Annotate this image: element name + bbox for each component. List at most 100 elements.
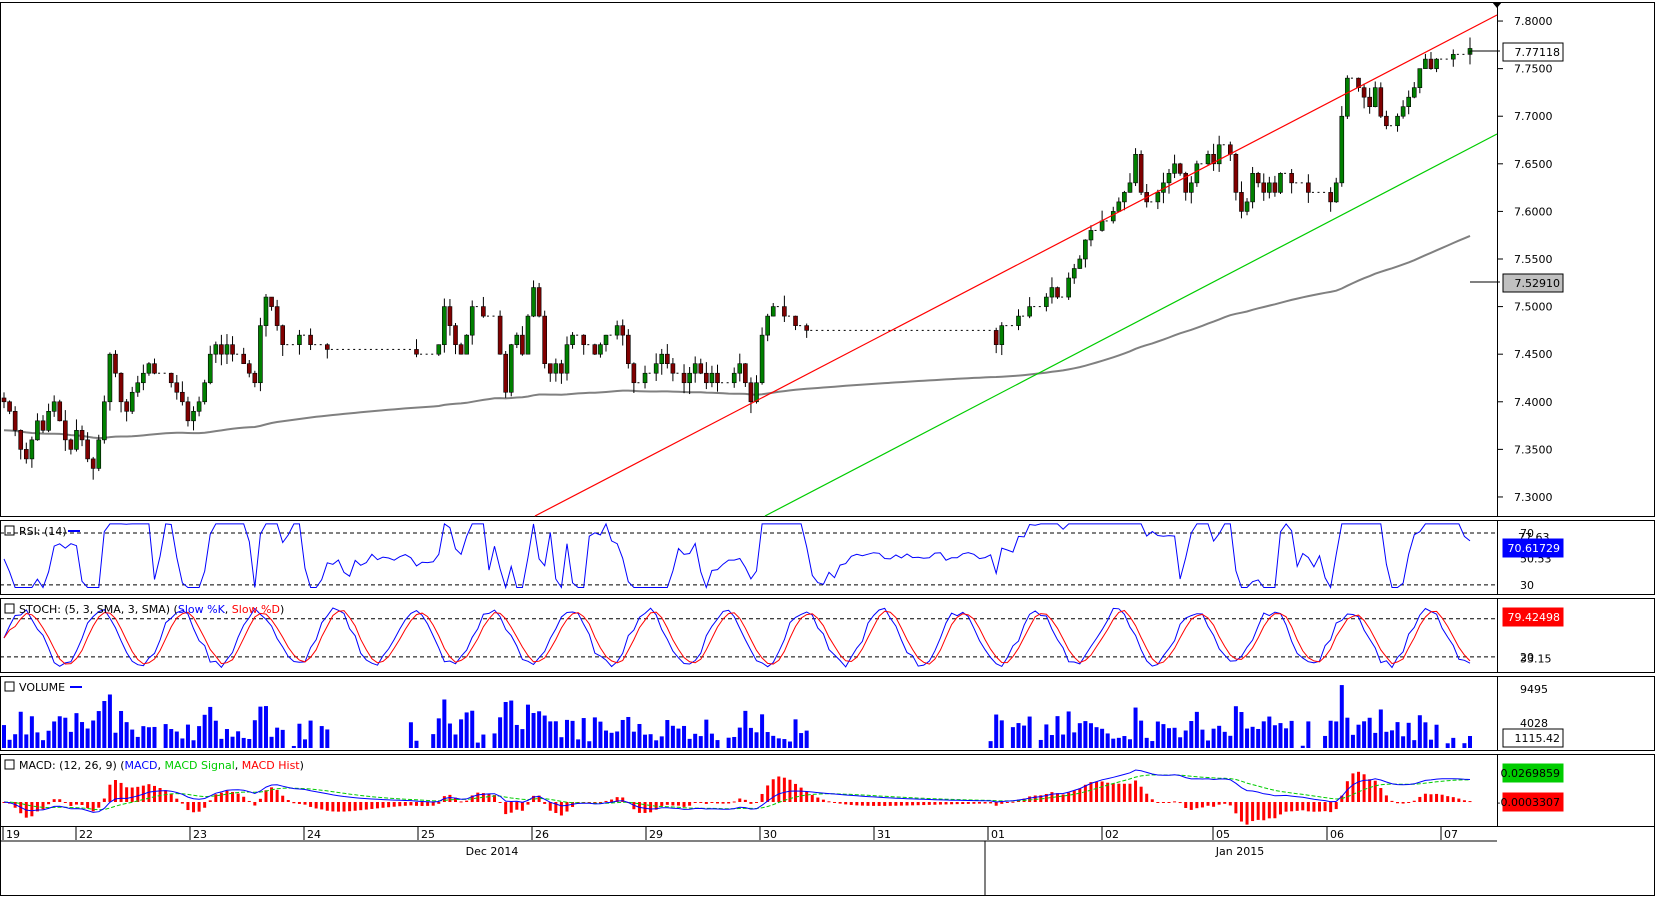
macd-hist-bar	[1401, 802, 1405, 804]
volume-bar	[1116, 737, 1121, 748]
candle-bull	[51, 401, 57, 412]
volume-bar	[91, 720, 96, 748]
volume-bar	[146, 727, 151, 748]
candle-bull	[129, 391, 135, 412]
macd-hist-bar	[208, 800, 212, 802]
macd-hist-bar	[498, 802, 502, 803]
volume-bar	[1267, 716, 1272, 748]
candle-bear	[1384, 115, 1389, 127]
macd-hist-bar	[526, 802, 530, 805]
stoch-k-line	[3, 607, 1471, 669]
candle-bull	[1216, 144, 1222, 165]
candle-bear	[1138, 153, 1144, 193]
volume-bar	[771, 735, 776, 748]
volume-bar	[464, 712, 469, 748]
volume-bar	[498, 717, 503, 748]
candle-bear	[1361, 87, 1367, 98]
macd-hist-bar	[1329, 802, 1333, 813]
candle-bear	[246, 363, 252, 374]
candle-bull	[525, 315, 531, 355]
macd-hist-bar	[253, 802, 257, 806]
macd-hist-bar	[899, 802, 903, 806]
macd-hist-bar	[1245, 802, 1249, 825]
volume-bar	[275, 727, 280, 748]
volume-bar	[1178, 737, 1183, 748]
volume-bar	[1038, 739, 1043, 748]
volume-bar	[509, 700, 514, 748]
volume-bar	[631, 731, 636, 748]
macd-hist-bar	[236, 793, 240, 802]
volume-bar	[208, 706, 213, 748]
macd-hist-bar	[1217, 802, 1221, 805]
macd-hist-bar	[972, 802, 976, 804]
volume-bar	[63, 717, 68, 748]
macd-hist-bar	[548, 802, 552, 811]
candle-bull	[653, 363, 659, 374]
volume-title: VOLUME	[19, 681, 65, 694]
volume-bar	[263, 706, 268, 748]
last-price-pointer	[1469, 50, 1500, 61]
macd-hist-bar	[1234, 802, 1238, 814]
candle-bear	[90, 458, 96, 469]
macd-hist-bar	[297, 802, 301, 804]
candle-bull	[1205, 153, 1211, 165]
volume-bar	[52, 721, 57, 748]
macd-hist-bar	[364, 802, 368, 810]
macd-hist-bar	[994, 802, 998, 806]
volume-bar	[704, 719, 709, 748]
macd-close-icon[interactable]	[4, 759, 15, 770]
volume-bar	[303, 739, 308, 748]
volume-bar	[1434, 724, 1439, 748]
macd-hist-bar	[1061, 794, 1065, 802]
macd-title: MACD: (12, 26, 9) (MACD, MACD Signal, MA…	[19, 759, 304, 772]
volume-bar	[1100, 728, 1105, 748]
time-axis-frame	[0, 826, 1655, 896]
macd-hist-bar	[794, 783, 798, 802]
macd-hist-bar	[1407, 802, 1411, 803]
macd-hist-bar	[543, 802, 547, 804]
macd-hist-bar	[1345, 781, 1349, 802]
macd-hist-value-label: -0.0003307	[1497, 796, 1560, 809]
rsi-close-icon[interactable]	[4, 525, 15, 536]
candle-bull	[1372, 87, 1378, 108]
macd-hist-bar	[1056, 793, 1060, 802]
macd-hist-bar	[1156, 802, 1160, 803]
macd-hist-bar	[643, 802, 647, 813]
volume-bar	[1217, 725, 1222, 748]
macd-hist-bar	[721, 802, 725, 804]
volume-bar	[693, 733, 698, 748]
candle-bear	[559, 363, 564, 374]
macd-hist-bar	[866, 802, 870, 806]
macd-hist-bar	[1468, 801, 1472, 803]
volume-bar	[18, 711, 23, 748]
macd-hist-bar	[1239, 802, 1243, 822]
volume-bar	[592, 717, 597, 748]
volume-bar	[542, 715, 547, 748]
volume-bar	[102, 701, 107, 748]
volume-bar	[197, 726, 202, 748]
macd-hist-bar	[565, 802, 569, 812]
macd-signal-label: MACD Signal	[165, 759, 235, 772]
macd-hist-bar	[180, 802, 184, 804]
macd-hist-bar	[855, 802, 859, 806]
candle-bear	[1272, 182, 1278, 193]
stoch-close-icon[interactable]	[4, 603, 15, 614]
volume-bar	[1378, 709, 1383, 748]
volume-bar	[1072, 732, 1077, 748]
candle-bear	[168, 372, 174, 384]
macd-hist-bar	[1173, 801, 1177, 803]
volume-bar	[174, 731, 179, 748]
candle-bull	[598, 344, 603, 355]
macd-hist-bar	[749, 802, 753, 804]
candle-bear	[68, 439, 74, 450]
volume-bar	[1468, 736, 1472, 748]
macd-hist-bar	[58, 799, 62, 802]
candle-bull	[1406, 96, 1411, 108]
volume-bar	[1362, 721, 1367, 748]
volume-bar	[1166, 728, 1171, 748]
macd-hist-bar	[359, 802, 363, 811]
volume-close-icon[interactable]	[4, 681, 15, 692]
macd-hist-bar	[1083, 784, 1087, 802]
candle-bear	[665, 353, 670, 365]
